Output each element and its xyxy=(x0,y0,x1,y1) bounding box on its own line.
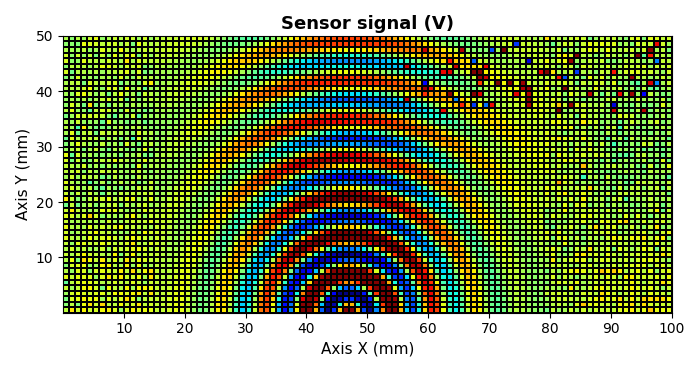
Title: Sensor signal (V): Sensor signal (V) xyxy=(281,15,454,33)
X-axis label: Axis X (mm): Axis X (mm) xyxy=(321,342,414,357)
Y-axis label: Axis Y (mm): Axis Y (mm) xyxy=(15,128,30,220)
